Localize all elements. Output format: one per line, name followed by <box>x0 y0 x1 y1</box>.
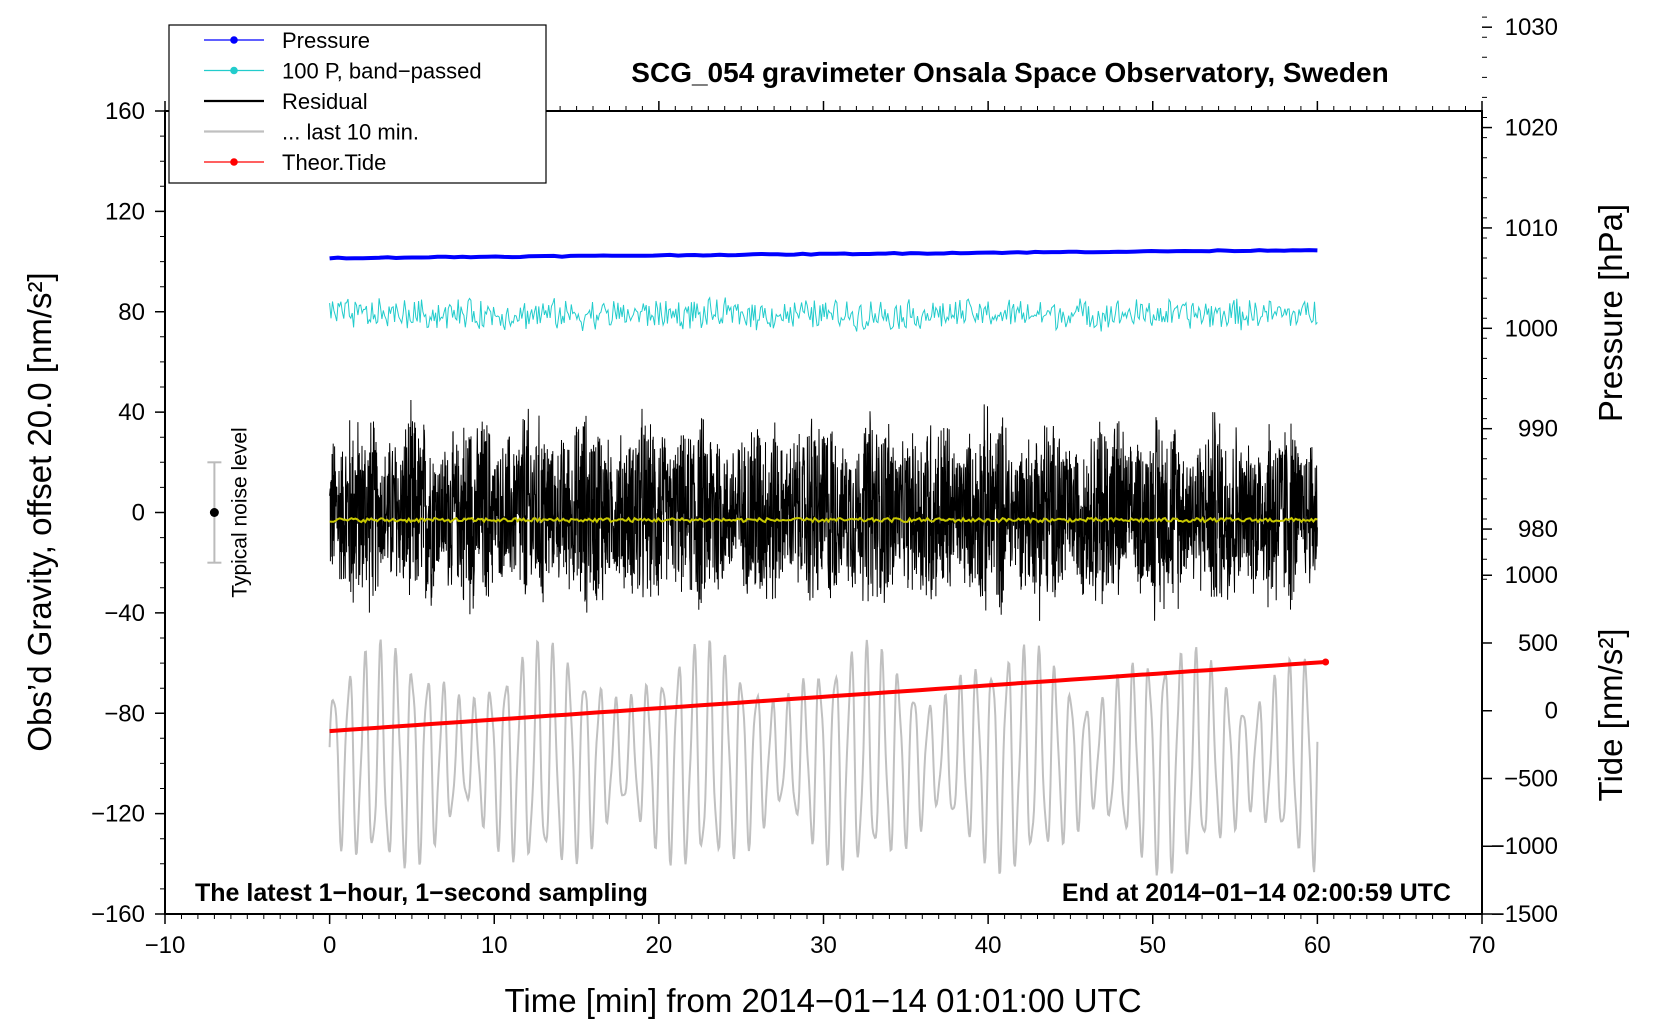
y-tick-label: 160 <box>105 98 145 125</box>
x-tick-label: 20 <box>646 932 673 959</box>
y-tick-label: −40 <box>104 600 145 627</box>
series-residual-line <box>329 399 1318 621</box>
x-tick-label: 40 <box>975 932 1002 959</box>
x-tick-label: 60 <box>1304 932 1331 959</box>
pressure-tick-label: 1020 <box>1505 115 1558 142</box>
x-axis-ticks: −10 0 10 20 30 40 50 60 70 <box>145 101 1496 959</box>
tide-tick-label: −1000 <box>1491 833 1558 860</box>
series-tide-line <box>329 660 1326 734</box>
annotation-sampling: The latest 1−hour, 1−second sampling <box>195 879 648 907</box>
y-tick-label: 0 <box>132 500 145 527</box>
x-axis-label: Time [min] from 2014−01−14 01:01:00 UTC <box>504 982 1141 1019</box>
legend-swatch-dot <box>230 158 238 166</box>
y-tick-label: 40 <box>118 399 145 426</box>
legend-swatch-dot <box>230 36 238 44</box>
noise-center-dot <box>209 508 219 517</box>
x-tick-label: 10 <box>481 932 508 959</box>
pressure-tick-label: 1000 <box>1505 315 1558 342</box>
series-bandpassed-line <box>329 296 1318 332</box>
y-axis-ticks-left: −160 −120 −80 −40 0 40 80 120 160 <box>91 98 165 928</box>
legend-label: Pressure <box>282 28 370 53</box>
y-tick-label: −80 <box>104 700 145 727</box>
pressure-tick-label: 990 <box>1518 416 1558 443</box>
tide-tick-label: 0 <box>1545 698 1558 725</box>
pressure-tick-label: 1030 <box>1505 14 1558 41</box>
y-tick-label: 120 <box>105 198 145 225</box>
x-tick-label: 50 <box>1139 932 1166 959</box>
y-tick-label: 80 <box>118 299 145 326</box>
tide-tick-label: 500 <box>1518 630 1558 657</box>
x-tick-label: 70 <box>1469 932 1496 959</box>
legend-label: 100 P, band−passed <box>282 59 482 84</box>
y-tick-label: −120 <box>91 801 145 828</box>
chart-title: SCG_054 gravimeter Onsala Space Observat… <box>631 57 1388 88</box>
tide-axis-ticks: −1500 −1000 −500 0 500 1000 <box>1482 562 1558 928</box>
legend: Pressure 100 P, band−passed Residual ... la… <box>168 24 547 184</box>
y-tick-label: −160 <box>91 901 145 928</box>
tide-tick-label: −1500 <box>1491 901 1558 928</box>
pressure-axis-ticks: 980 990 1000 1010 1020 1030 <box>1482 14 1558 580</box>
series-last10min-line <box>328 639 1319 876</box>
tide-tick-label: 1000 <box>1505 562 1558 589</box>
pressure-tick-label: 1010 <box>1505 215 1558 242</box>
y-axis-label-pressure: Pressure [hPa] <box>1592 204 1629 422</box>
legend-box <box>168 24 547 184</box>
legend-label: Residual <box>282 89 368 114</box>
series-pressure-line <box>329 248 1318 261</box>
series-tide-end-point <box>1322 658 1330 666</box>
x-tick-label: 0 <box>323 932 336 959</box>
y-axis-label-left: Obs’d Gravity, offset 20.0 [nm/s²] <box>21 272 58 751</box>
typical-noise-indicator: Typical noise level <box>207 427 251 598</box>
legend-swatch-dot <box>230 66 238 75</box>
series-smoothed-residual-line <box>329 516 1318 525</box>
tide-tick-label: −500 <box>1504 765 1558 792</box>
annotation-end-time: End at 2014−01−14 02:00:59 UTC <box>1062 879 1451 907</box>
pressure-tick-label: 980 <box>1518 516 1558 543</box>
x-tick-label: −10 <box>145 932 186 959</box>
series-traces <box>328 248 1330 876</box>
y-axis-label-tide: Tide [nm/s²] <box>1592 629 1629 802</box>
pressure-minor-ticks <box>1482 16 1487 580</box>
noise-label: Typical noise level <box>228 427 251 597</box>
legend-label: ... last 10 min. <box>282 120 419 145</box>
legend-label: Theor.Tide <box>282 150 386 175</box>
x-tick-label: 30 <box>810 932 837 959</box>
